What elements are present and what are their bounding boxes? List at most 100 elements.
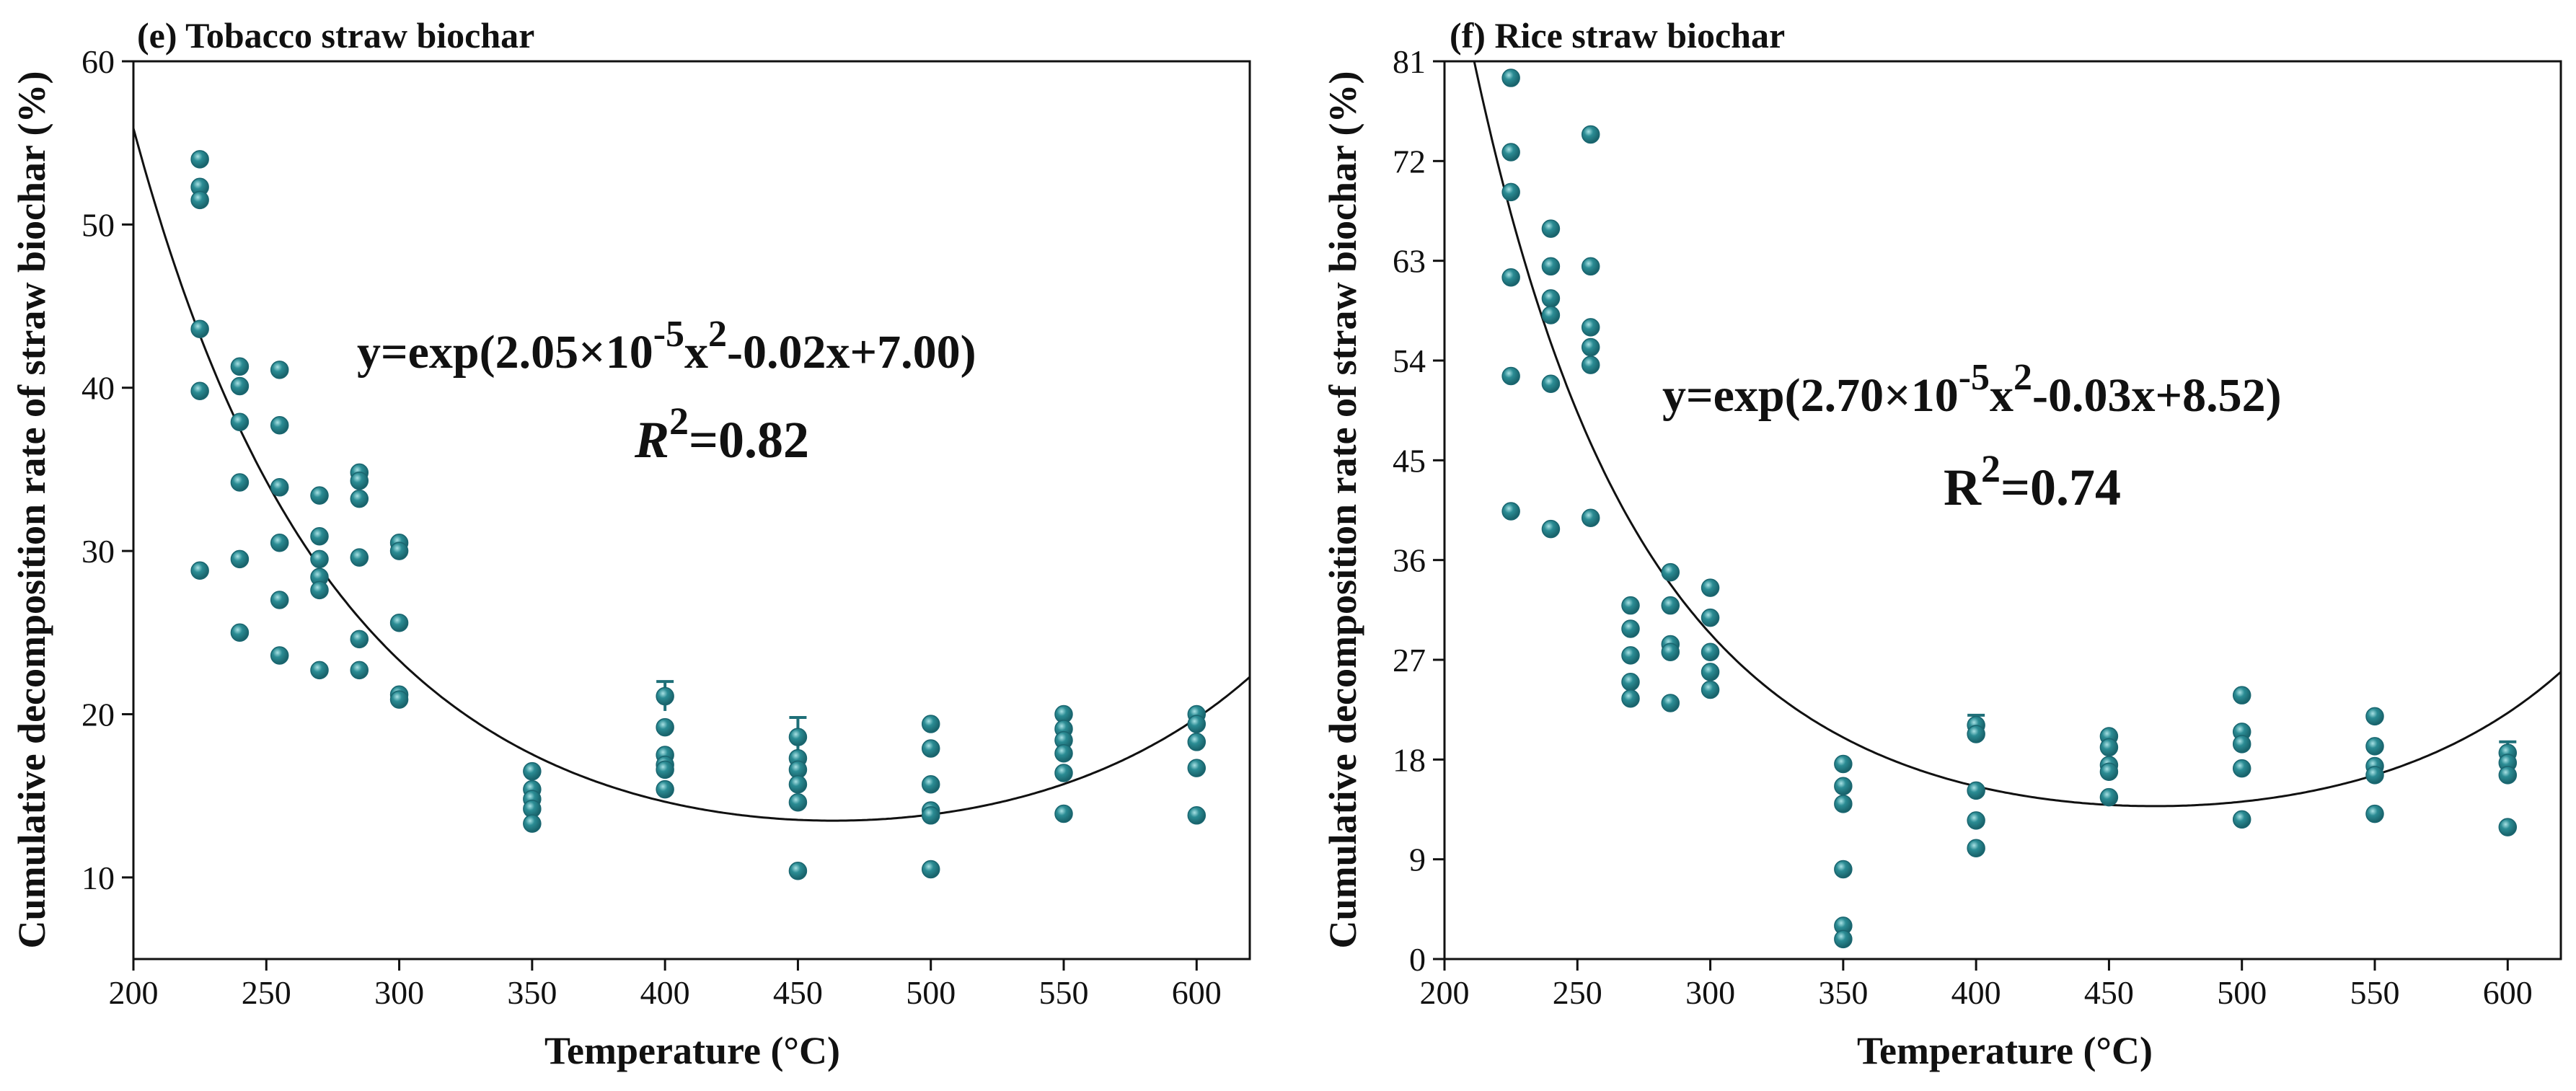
x-tick-label: 350 [1818,974,1868,1011]
data-point [1581,318,1600,337]
data-point [310,526,329,546]
data-point [270,416,289,435]
data-point [1621,689,1640,708]
data-point [1661,642,1680,661]
data-point [788,792,808,812]
x-tick-label: 350 [507,974,557,1011]
data-point [1501,69,1520,87]
data-points [190,150,1207,880]
r-squared-symbol: R [634,411,669,469]
data-point [1834,929,1853,949]
y-tick-label: 27 [1393,642,1426,679]
data-point [1967,811,1985,830]
data-point [190,319,209,338]
x-tick-label: 500 [906,974,956,1011]
y-tick-label: 10 [81,860,115,896]
fit-curve [133,128,1250,822]
data-point [1701,608,1720,627]
x-tick-label: 300 [1685,974,1735,1011]
equation-suffix: -0.02x+7.00) [727,326,976,379]
data-point [1054,744,1073,763]
data-point [2099,738,2119,757]
data-point [921,860,940,879]
x-tick-label: 200 [109,974,159,1011]
data-point [389,613,409,632]
data-point [788,775,808,794]
y-tick-label: 60 [81,43,115,80]
x-tick-label: 200 [1420,974,1470,1011]
data-point [1187,759,1207,777]
x-tick-label: 450 [2084,974,2134,1011]
x-tick-label: 400 [640,974,690,1011]
data-point [788,728,808,746]
data-point [1541,257,1561,276]
equation-mid: x [1990,369,2013,422]
data-point [2498,766,2518,785]
data-point [2365,707,2384,726]
y-tick-label: 40 [81,370,115,407]
data-point [523,761,542,781]
data-point [350,661,369,680]
data-point [1541,374,1561,394]
data-point [1621,596,1640,615]
data-point [310,580,329,600]
y-tick-label: 50 [81,206,115,243]
x-tick-label: 600 [2483,974,2533,1011]
data-point [270,478,289,497]
data-point [230,623,250,642]
data-point [1501,182,1520,202]
r-squared: R2=0.74 [1944,447,2121,516]
axis-ticks: 200 250 300 350 400 450 500 550 600 10 20 30 40 50 60 [81,43,1222,1011]
data-point [2498,818,2518,836]
x-tick-label: 300 [374,974,424,1011]
y-tick-label: 63 [1393,243,1426,280]
data-point [230,412,250,432]
data-point [1661,596,1680,615]
data-point [2099,762,2119,781]
equation-exponent-2: 2 [708,314,727,355]
x-tick-label: 550 [1039,974,1089,1011]
data-point [1834,777,1853,795]
data-point [350,472,369,490]
r-squared-sup: 2 [669,399,689,443]
data-points [1501,69,2518,949]
data-point [1581,355,1600,374]
data-point [1661,694,1680,712]
fit-equation: y=exp(2.70×10-5x2-0.03x+8.52) [1662,357,2282,422]
data-point [1501,143,1520,162]
data-point [1501,366,1520,386]
data-point [310,661,329,680]
data-point [270,361,289,379]
r-squared-symbol: R [1944,459,1982,516]
data-point [2232,810,2251,829]
data-point [1701,680,1720,699]
x-tick-label: 600 [1172,974,1222,1011]
y-axis-title: Cumulative decomposition rate of straw b… [10,71,53,949]
data-point [2099,787,2119,807]
data-point [270,591,289,609]
data-point [270,646,289,665]
x-tick-label: 450 [773,974,823,1011]
data-point [2232,759,2251,778]
panel-title: (e) Tobacco straw biochar [137,15,534,56]
data-point [190,190,209,210]
data-point [1187,806,1207,825]
data-point [389,690,409,709]
y-tick-label: 18 [1393,741,1426,778]
data-point [2232,735,2251,754]
equation-mid: x [684,326,708,379]
data-point [1541,306,1561,324]
data-point [1501,502,1520,521]
x-tick-label: 550 [2350,974,2400,1011]
x-tick-label: 500 [2217,974,2267,1011]
data-point [230,473,250,492]
data-point [921,806,940,825]
data-point [1621,672,1640,692]
data-point [2232,686,2251,704]
data-point [1701,578,1720,597]
data-point [350,630,369,649]
data-point [230,357,250,376]
panel-rice: (f) Rice straw biochar Temperature (°C) … [1321,15,2562,1072]
data-point [310,549,329,569]
